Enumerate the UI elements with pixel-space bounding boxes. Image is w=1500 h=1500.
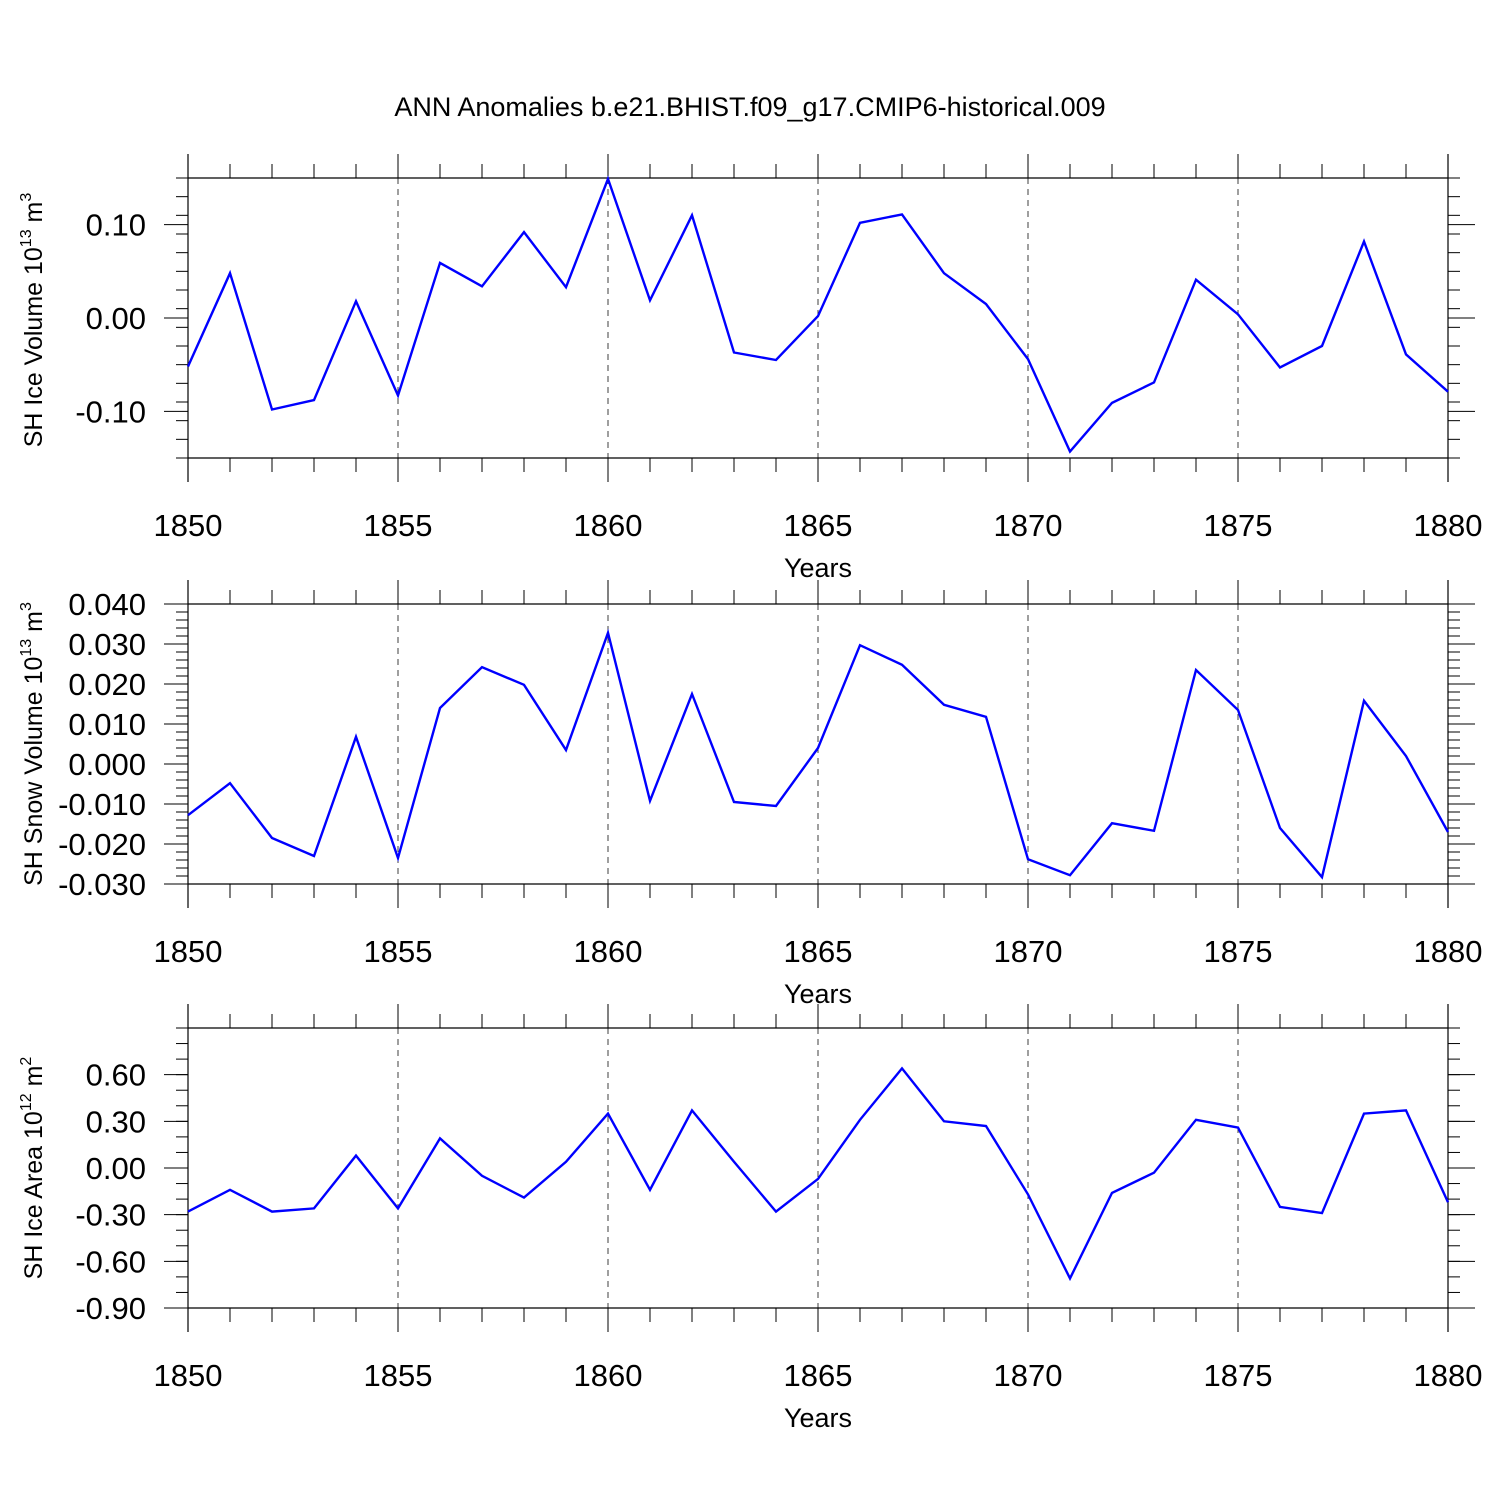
y-axis-label-exponent: 13 [18,639,35,657]
x-tick-label: 1870 [994,1358,1063,1393]
y-tick-label: -0.010 [58,787,146,822]
y-axis-label-unit: m [20,611,48,639]
y-axis-label-unit-exponent: 2 [18,1057,35,1066]
x-tick-label: 1865 [784,508,853,543]
series-line [186,175,1449,454]
series-line [187,628,1450,880]
x-tick-label: 1865 [784,934,853,969]
y-tick-label: 0.040 [68,587,146,622]
y-axis-label-unit-exponent: 3 [18,193,35,202]
y-tick-label: 0.30 [86,1104,146,1139]
x-axis-label: Years [784,1403,852,1433]
x-tick-label: 1860 [574,508,643,543]
y-tick-label: -0.10 [75,394,146,429]
y-tick-label: 0.020 [68,667,146,702]
x-tick-label: 1880 [1414,934,1483,969]
y-axis-label-unit: m [20,202,48,230]
x-tick-label: 1850 [154,1358,223,1393]
x-tick-label: 1855 [364,508,433,543]
y-axis-label-main: SH Snow Volume 10 [20,657,48,886]
y-tick-label: 0.00 [86,301,146,336]
y-tick-label: 0.030 [68,627,146,662]
panel-sh-ice-area: 1850 1855 1860 1865 1870 1875 1880 Years -0.90 -0… [18,1004,1482,1433]
x-tick-label: 1870 [994,508,1063,543]
x-tick-label: 1870 [994,934,1063,969]
y-tick-label: 0.00 [86,1151,146,1186]
y-tick-label: -0.90 [75,1291,146,1326]
y-tick-label: 0.60 [86,1058,146,1093]
x-tick-label: 1865 [784,1358,853,1393]
y-tick-label: 0.010 [68,707,146,742]
y-axis-label-exponent: 12 [18,1093,35,1111]
y-axis-label: SH Snow Volume 1013 m3 [18,602,48,886]
y-axis-label: SH Ice Volume 1013 m3 [18,193,48,448]
x-tick-label: 1880 [1414,1358,1483,1393]
y-tick-label: -0.30 [75,1198,146,1233]
y-tick-label: 0.000 [68,747,146,782]
y-axis-label-main: SH Ice Area 10 [20,1111,48,1279]
figure-title: ANN Anomalies b.e21.BHIST.f09_g17.CMIP6-… [394,92,1105,122]
x-tick-label: 1880 [1414,508,1483,543]
x-tick-label: 1875 [1204,934,1273,969]
y-tick-label: -0.030 [58,867,146,902]
y-tick-label: -0.60 [75,1244,146,1279]
x-tick-label: 1860 [574,934,643,969]
y-tick-label: 0.10 [86,208,146,243]
panel-sh-snow-volume: 1850 1855 1860 1865 1870 1875 1880Years-0.030-… [18,580,1482,1009]
x-tick-label: 1875 [1204,1358,1273,1393]
x-tick-label: 1850 [154,934,223,969]
y-axis-label-unit: m [20,1066,48,1094]
x-tick-label: 1850 [154,508,223,543]
series-line [187,1066,1450,1282]
x-tick-label: 1860 [574,1358,643,1393]
x-tick-label: 1855 [364,934,433,969]
y-axis-label: SH Ice Area 1012 m2 [18,1057,48,1280]
panel-sh-ice-volume: 1850 1855 1860 1865 1870 1875 1880 Years -0.10 0.… [18,154,1482,583]
y-tick-label: -0.020 [58,827,146,862]
y-axis-label-main: SH Ice Volume 10 [20,247,48,447]
x-tick-label: 1875 [1204,508,1273,543]
x-axis-label: Years [784,553,852,583]
x-tick-label: 1855 [364,1358,433,1393]
y-axis-label-exponent: 13 [18,229,35,247]
y-axis-label-unit-exponent: 3 [18,602,35,611]
